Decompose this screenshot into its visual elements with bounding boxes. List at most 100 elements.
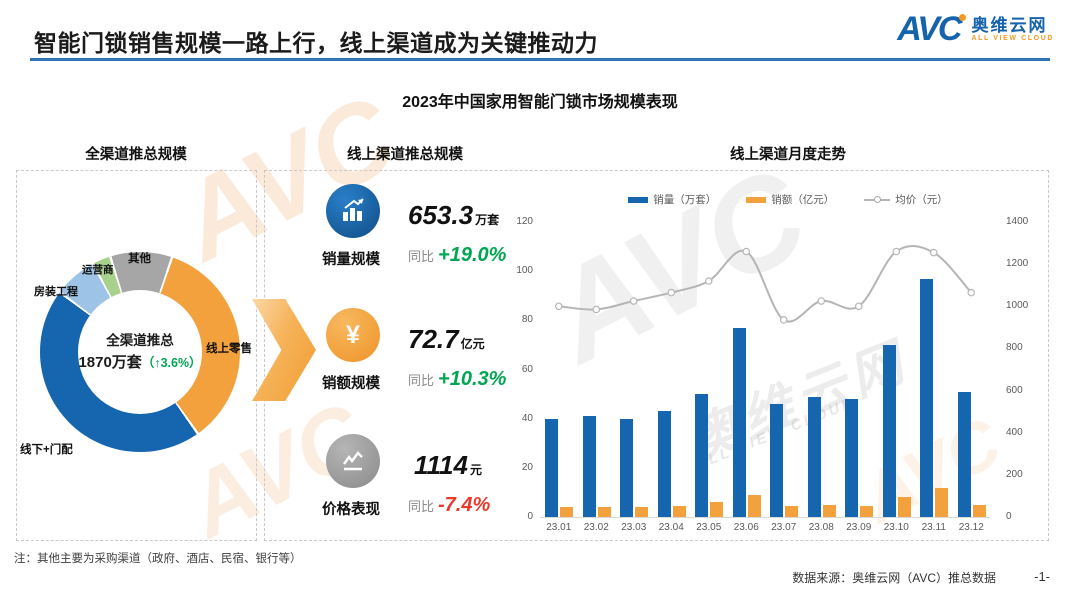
bar-amount [972,504,986,517]
total-value: 1870万套 [78,354,142,371]
bar-volume [732,327,746,517]
price-icon [326,434,380,488]
yoy-value: +10.3% [438,368,507,390]
bar-amount [710,502,723,517]
bar-amount [560,507,573,517]
value-unit: 元 [469,463,482,477]
bar-amount [822,504,836,517]
legend-label: 销额（亿元） [771,194,835,206]
left-tick: 80 [521,314,533,326]
bar-amount [597,507,611,517]
left-tick: 120 [516,216,533,227]
right-panel-box [264,170,1049,541]
right-tick: 1000 [1006,300,1029,312]
avc-logo-mark: AVC [897,12,967,46]
sales-volume-value: 653.3 万套 [408,200,499,231]
bar-amount [747,494,761,517]
right-panel-header: 线上渠道月度走势 [730,147,846,163]
x-axis-label: 23.08 [808,522,834,533]
right-tick: 800 [1006,342,1023,354]
left-tick: 20 [521,461,533,473]
value-number: 1114 [414,450,468,480]
x-axis-label: 23.02 [583,522,609,533]
data-source: 数据来源：奥维云网（AVC）推总数据 [792,571,996,585]
left-panel-header: 全渠道推总规模 [85,147,187,163]
logo-company-tagline: ALL VIEW CLOUD [971,35,1054,43]
x-axis-label: 23.03 [621,522,647,533]
yoy-prefix: 同比 [408,249,435,264]
title-underline [30,58,1050,61]
price-value: 1114 元 [414,450,482,481]
left-tick: 0 [527,511,533,522]
bar-volume [882,344,896,517]
bar-volume [695,394,708,517]
bar-volume [545,418,558,517]
value-number: 72.7 [408,324,459,354]
chart-legend: 销量（万套） 销额（亿元） 均价（元） [528,192,1048,207]
bar-chart-up-icon [343,198,364,221]
bar-volume [620,418,633,517]
sales-volume-label: 销量规模 [322,252,380,268]
bar-volume [770,403,783,517]
donut-label-fangzhuang: 房装工程 [34,286,78,298]
bar-amount [785,505,798,517]
donut-label-yunyingshang: 运营商 [82,264,114,276]
x-axis-label: 23.07 [771,522,797,533]
legend-label: 均价（元） [895,194,948,206]
logo-company-name: 奥维云网 [971,15,1048,35]
legend-sales-volume: 销量（万套） [628,192,716,207]
bar-volume [845,399,858,517]
blue-swatch-icon [628,196,649,203]
donut-hole [78,290,202,414]
bar-volume [657,411,671,517]
bar-volume [920,278,933,517]
page-title: 智能门锁销售规模一路上行，线上渠道成为关键推动力 [34,30,598,56]
value-unit: 亿元 [460,337,485,351]
avc-logo: AVC 奥维云网 ALL VIEW CLOUD [897,12,1054,46]
footnote: 注：其他主要为采购渠道（政府、酒店、民宿、银行等） [14,553,302,565]
sales-amount-label: 销额规模 [322,376,380,392]
x-axis-label: 23.05 [696,522,722,533]
donut-label-xianxia: 线下+门配 [20,444,73,456]
bar-volume [957,391,971,517]
middle-panel-header: 线上渠道推总规模 [347,147,463,163]
bar-amount [897,497,911,517]
total-growth: （↑3.6%） [141,356,202,370]
bar-amount [635,507,648,517]
yoy-value: +19.0% [438,244,507,266]
x-axis-label: 23.12 [958,522,984,533]
bar-amount [672,505,686,517]
value-unit: 万套 [475,213,500,227]
sales-amount-value: 72.7 亿元 [408,324,485,355]
donut-center-value: 1870万套（↑3.6%） [48,351,232,372]
bar-amount [935,487,948,517]
left-tick: 40 [521,412,533,424]
right-tick: 0 [1006,511,1012,522]
right-tick: 1400 [1006,216,1029,227]
x-axis-label: 23.11 [921,522,946,533]
line-chart-icon [343,451,363,471]
legend-label: 销量（万套） [653,194,717,206]
right-tick: 400 [1006,426,1023,438]
sales-volume-icon [326,184,380,238]
left-tick: 100 [516,265,533,277]
price-yoy: 同比 -7.4% [408,494,490,517]
sales-amount-icon: ¥ [326,308,380,362]
x-axis-label: 23.04 [658,522,684,533]
yoy-value: -7.4% [438,494,491,516]
yoy-prefix: 同比 [408,499,435,514]
legend-avg-price: 均价（元） [864,192,948,207]
line-swatch-icon [864,196,891,203]
yuan-icon: ¥ [346,320,360,349]
donut-center-title: 全渠道推总 [106,333,174,348]
page-number: -1- [1034,569,1050,584]
x-axis-label: 23.10 [883,522,909,533]
chart-main-title: 2023年中国家用智能门锁市场规模表现 [402,94,678,111]
value-number: 653.3 [408,200,474,230]
sales-amount-yoy: 同比 +10.3% [408,368,506,391]
right-tick: 600 [1006,384,1023,396]
logo-dot-icon [959,14,967,21]
bar-volume [807,396,821,517]
avg-price-line [554,245,976,324]
combo-chart-plot [540,222,990,518]
